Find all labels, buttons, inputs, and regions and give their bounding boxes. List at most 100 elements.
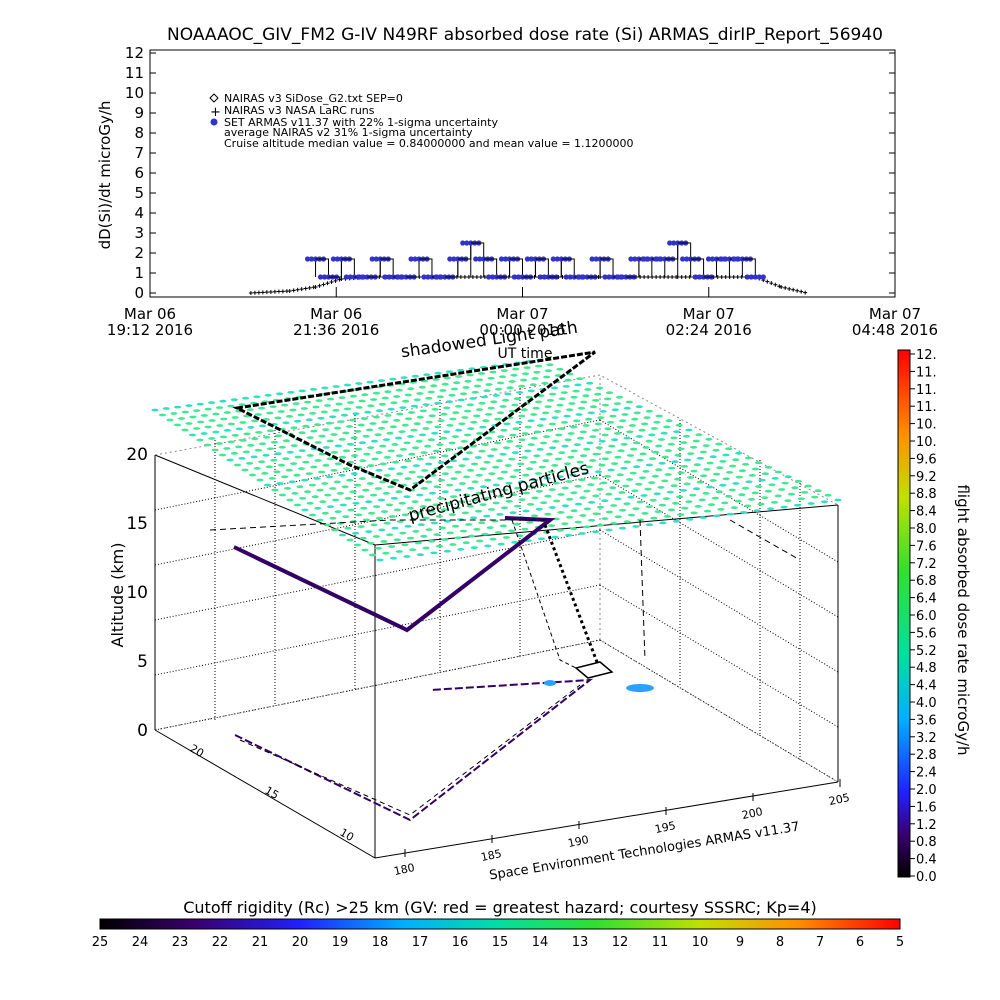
rigidity-dot — [509, 493, 518, 497]
rigidity-dot — [355, 447, 363, 451]
rigidity-dot — [639, 452, 647, 456]
rigidity-dot — [416, 553, 424, 557]
rigidity-dot — [436, 443, 444, 446]
rigidity-dot — [208, 437, 216, 440]
rigidity-dot — [248, 473, 257, 477]
rigidity-dot — [535, 400, 543, 404]
rigidity-dot — [526, 521, 534, 524]
flight-track-middle-loop — [233, 516, 556, 633]
rigidity-dot — [282, 421, 290, 425]
3d-longitude-tick-label: 200 — [741, 805, 764, 822]
right-colorbar-tick-label: 6.0 — [916, 609, 937, 624]
rigidity-dot — [582, 394, 590, 398]
armas-point — [308, 256, 315, 262]
armas-step-line — [483, 258, 498, 277]
rigidity-dot — [379, 480, 387, 484]
rigidity-dot — [545, 452, 553, 456]
rigidity-dot — [416, 493, 424, 497]
rigidity-dot — [570, 395, 578, 399]
rigidity-dot — [471, 498, 479, 502]
rigidity-dot — [524, 425, 532, 429]
rigidity-dot — [539, 417, 547, 421]
rigidity-dot — [706, 461, 714, 465]
rigidity-dot — [677, 447, 685, 451]
rigidity-dot — [599, 410, 607, 413]
rigidity-dot — [645, 409, 653, 413]
bottom-colorbar-tick-label: 24 — [132, 935, 149, 950]
rigidity-dot — [582, 471, 590, 475]
rigidity-dot — [473, 414, 481, 418]
rigidity-dot — [547, 470, 555, 474]
armas-step-line — [419, 258, 433, 277]
rigidity-dot — [574, 502, 583, 506]
3d-grid-line — [154, 639, 601, 731]
rigidity-dot — [466, 373, 474, 377]
rigidity-dot — [428, 491, 437, 495]
rigidity-dot — [389, 556, 398, 560]
rigidity-dot — [543, 476, 551, 480]
rigidity-dot — [268, 477, 276, 480]
nairas-point — [658, 275, 663, 279]
rigidity-dot — [212, 412, 220, 416]
rigidity-dot — [374, 433, 382, 437]
rigidity-dot — [379, 444, 387, 448]
rigidity-dot — [283, 487, 292, 490]
rigidity-dot — [600, 481, 608, 485]
rigidity-dot — [500, 506, 509, 510]
bottom-colorbar-tick-label: 12 — [612, 935, 629, 950]
rigidity-dot — [349, 418, 357, 422]
rigidity-dot — [410, 428, 418, 432]
rigidity-dot — [573, 443, 582, 446]
rigidity-dot — [441, 472, 450, 476]
top-x-tick-label-time: 00:00 2016 — [479, 321, 565, 339]
3d-grid-line — [599, 474, 839, 618]
armas-point — [447, 256, 453, 262]
rigidity-dot — [273, 470, 281, 474]
rigidity-dot — [452, 411, 460, 415]
rigidity-dot — [506, 386, 514, 390]
rigidity-dot — [551, 535, 559, 539]
bottom-colorbar — [99, 918, 901, 930]
rigidity-dot — [368, 553, 377, 557]
rigidity-dot — [735, 475, 743, 479]
rigidity-dot — [401, 513, 409, 517]
rigidity-dot — [243, 432, 251, 436]
rigidity-dot — [446, 424, 454, 427]
rigidity-dot — [511, 451, 519, 454]
rigidity-dot — [680, 441, 688, 444]
3d-altitude-tick-label: 10 — [126, 583, 148, 603]
rigidity-dot — [650, 516, 658, 520]
rigidity-dot — [443, 549, 451, 553]
armas-point — [731, 256, 737, 262]
rigidity-dot — [512, 367, 520, 371]
armas-point — [464, 240, 470, 246]
armas-point — [718, 256, 725, 262]
rigidity-dot — [422, 516, 430, 520]
rigidity-dot — [358, 441, 366, 445]
rigidity-dot — [350, 436, 358, 440]
rigidity-dot — [480, 485, 488, 489]
rigidity-dot — [188, 433, 197, 437]
rigidity-dot — [757, 502, 765, 506]
top-y-tick-label: 5 — [134, 184, 144, 202]
rigidity-dot — [685, 500, 693, 503]
top-x-tick-label-date: Mar 07 — [869, 305, 921, 323]
rigidity-dot — [518, 414, 526, 418]
rigidity-dot — [403, 555, 411, 558]
rigidity-dot — [181, 410, 189, 414]
rigidity-dot — [394, 436, 403, 440]
rigidity-dot — [400, 465, 408, 469]
rigidity-dot — [753, 509, 761, 512]
armas-step-line — [380, 258, 394, 277]
rigidity-dot — [554, 457, 563, 461]
rigidity-dot — [657, 438, 666, 441]
rigidity-dot — [641, 422, 649, 426]
rigidity-dot — [467, 469, 475, 472]
3d-latitude-tick-label: 20 — [187, 742, 206, 760]
rigidity-dot — [702, 492, 710, 495]
rigidity-dot — [512, 427, 520, 431]
rigidity-dot — [658, 461, 666, 465]
rigidity-dot — [349, 394, 358, 398]
rigidity-dot — [479, 425, 487, 429]
